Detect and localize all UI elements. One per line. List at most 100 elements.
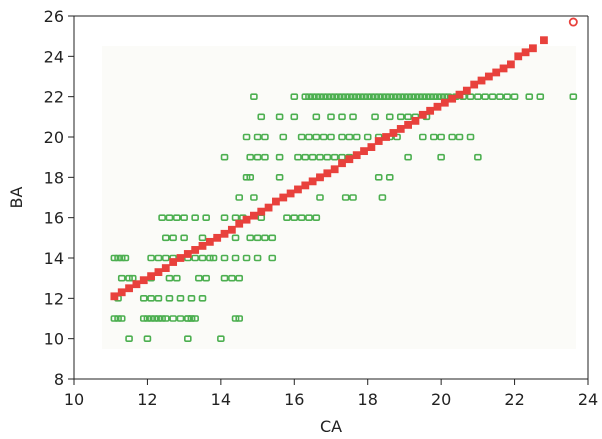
y-tick-label: 22: [44, 88, 64, 107]
fitted-point: [418, 110, 427, 119]
fitted-point: [345, 155, 354, 164]
fitted-point: [213, 233, 222, 242]
observed-point: [404, 113, 412, 121]
observed-point: [411, 93, 420, 100]
observed-point: [503, 93, 512, 100]
observed-point: [180, 214, 188, 221]
data-points: [110, 17, 578, 342]
observed-point: [275, 113, 284, 121]
observed-point: [371, 113, 379, 121]
y-axis-title: BA: [7, 186, 26, 208]
x-tick-label: 20: [431, 390, 451, 409]
fitted-point: [117, 288, 126, 297]
observed-point: [180, 234, 188, 242]
observed-point: [422, 93, 431, 100]
observed-point: [165, 274, 174, 282]
fitted-point: [568, 17, 578, 27]
fitted-point: [360, 147, 368, 156]
fitted-point: [396, 125, 405, 133]
observed-point: [242, 174, 251, 181]
observed-point: [198, 254, 207, 262]
observed-point: [235, 315, 244, 322]
fitted-point: [330, 165, 339, 174]
observed-point: [110, 315, 119, 322]
observed-point: [360, 93, 368, 100]
fitted-point: [279, 193, 288, 202]
fitted-point: [404, 121, 413, 129]
observed-point: [261, 133, 269, 141]
observed-point: [327, 133, 335, 141]
observed-point: [426, 93, 434, 100]
observed-point: [125, 335, 133, 342]
observed-point: [455, 133, 464, 141]
observed-point: [158, 315, 166, 322]
x-axis-ticks: 10 12 14 16 18 20 22 24: [64, 379, 598, 409]
observed-point: [448, 133, 456, 141]
observed-point: [290, 214, 299, 221]
fitted-point: [272, 197, 280, 206]
observed-point: [345, 93, 354, 100]
observed-point: [198, 234, 207, 242]
observed-point: [117, 315, 126, 322]
observed-point: [393, 93, 401, 100]
observed-point: [114, 315, 122, 322]
fitted-point: [499, 64, 508, 73]
observed-point: [268, 234, 277, 242]
y-tick-label: 10: [44, 330, 64, 349]
observed-point: [305, 133, 313, 141]
observed-point: [114, 254, 122, 262]
fitted-point: [264, 203, 273, 212]
observed-point: [176, 315, 185, 322]
observed-point: [191, 214, 199, 221]
x-tick-label: 18: [358, 390, 378, 409]
observed-point: [418, 133, 427, 141]
observed-point: [165, 295, 174, 302]
observed-point: [220, 214, 229, 221]
observed-point: [235, 194, 244, 201]
observed-point: [338, 113, 346, 121]
observed-point: [312, 93, 321, 100]
observed-point: [374, 93, 383, 100]
y-tick-label: 8: [54, 370, 64, 389]
observed-point: [327, 113, 335, 121]
fitted-point: [470, 80, 479, 89]
x-tick-label: 24: [578, 390, 598, 409]
observed-point: [220, 153, 229, 161]
x-tick-label: 10: [64, 390, 84, 409]
fitted-point: [242, 215, 251, 224]
observed-point: [231, 254, 240, 262]
observed-point: [250, 194, 258, 201]
observed-point: [275, 153, 284, 161]
fitted-point: [506, 60, 515, 69]
observed-point: [327, 93, 335, 100]
fitted-point: [294, 185, 302, 194]
fitted-point: [389, 129, 398, 137]
observed-point: [246, 174, 255, 181]
observed-point: [283, 214, 291, 221]
observed-point: [228, 274, 236, 282]
observed-point: [429, 133, 438, 141]
fitted-point: [367, 143, 376, 151]
observed-point: [235, 274, 244, 282]
observed-point: [378, 93, 387, 100]
fitted-point: [308, 177, 317, 186]
plot-area-background: [102, 46, 576, 349]
fitted-point: [316, 173, 324, 182]
observed-point: [206, 254, 214, 262]
fitted-point: [169, 258, 178, 266]
fitted-point: [382, 133, 390, 141]
observed-point: [396, 113, 405, 121]
fitted-point: [220, 229, 229, 238]
observed-point: [396, 93, 405, 100]
observed-point: [110, 254, 119, 262]
observed-point: [268, 254, 277, 262]
x-tick-label: 12: [137, 390, 157, 409]
observed-point: [374, 174, 383, 181]
observed-point: [356, 93, 365, 100]
observed-point: [367, 93, 376, 100]
observed-point: [220, 274, 229, 282]
fitted-point: [132, 280, 141, 289]
observed-point: [139, 315, 148, 322]
observed-point: [220, 254, 229, 262]
observed-point: [169, 315, 177, 322]
